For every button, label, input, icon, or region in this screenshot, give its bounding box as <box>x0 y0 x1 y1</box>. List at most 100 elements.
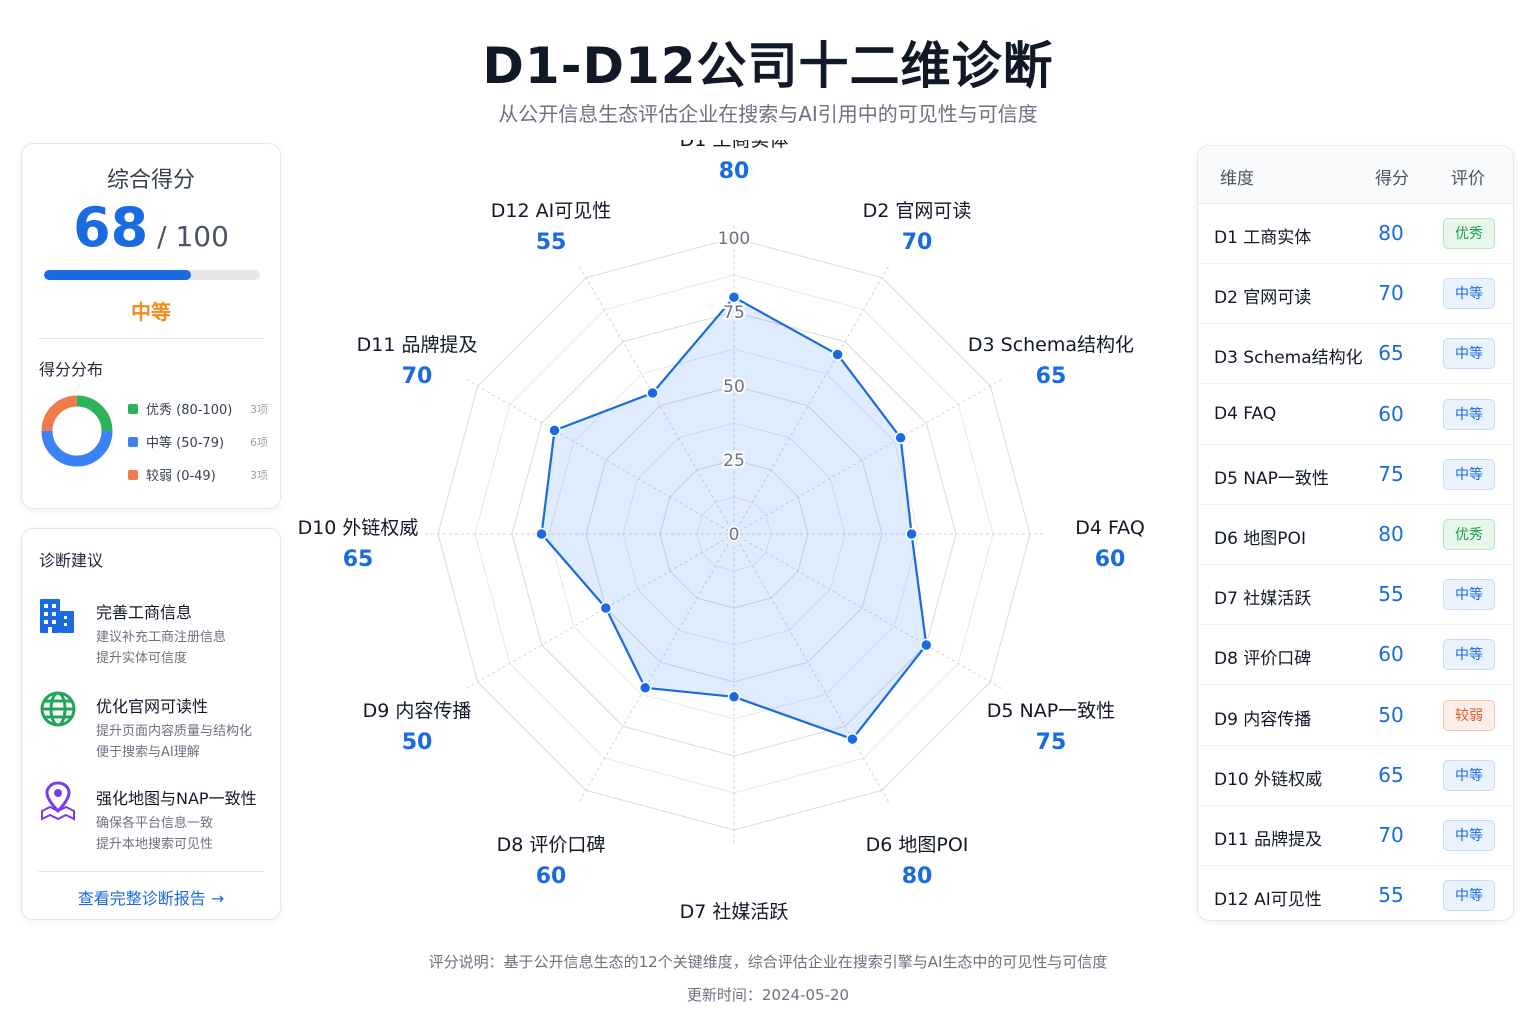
table-row: D4 FAQ 60 中等 <box>1198 385 1513 445</box>
radar-point <box>905 527 918 541</box>
radar-axis-label: D3 Schema结构化 <box>968 334 1134 356</box>
building-icon <box>40 599 74 633</box>
radar-value-label: 80 <box>719 159 750 184</box>
advice-desc-line: 建议补充工商注册信息 <box>96 630 227 645</box>
radar-point <box>638 681 652 695</box>
row-dimension: D3 Schema结构化 <box>1214 348 1363 369</box>
radar-spoke <box>578 533 735 804</box>
radar-axis-label: D10 外链权威 <box>298 517 419 539</box>
radar-point <box>727 290 741 304</box>
header-score: 得分 <box>1375 169 1409 189</box>
rating-badge: 中等 <box>1443 398 1495 430</box>
footer-note: 评分说明：基于公开信息生态的12个关键维度，综合评估企业在搜索引擎与AI生态中的… <box>428 953 1108 971</box>
rating-badge: 优秀 <box>1443 218 1495 249</box>
page-title: D1-D12公司十二维诊断 <box>482 37 1054 95</box>
legend-item: 中等 (50-79) 6项 <box>128 425 268 458</box>
rating-badge: 中等 <box>1443 278 1495 310</box>
rating-badge: 中等 <box>1443 880 1495 912</box>
advice-item-desc: 提升页面内容质量与结构化 便于搜索与AI理解 <box>96 721 252 763</box>
score-progress-bar <box>44 270 260 280</box>
distribution-donut <box>41 395 113 467</box>
legend-item: 优秀 (80-100) 3项 <box>128 392 268 425</box>
radar-point <box>920 638 933 652</box>
radar-axis-label: D7 社媒活跃 <box>680 901 789 923</box>
radar-point <box>894 431 907 445</box>
donut-segment <box>41 395 113 467</box>
radar-tick-label: 50 <box>723 377 745 397</box>
overall-score-card: 综合得分 68 / 100 中等 得分分布 优秀 (80-100) 3项 中等 (… <box>21 143 281 509</box>
rating-badge: 中等 <box>1443 820 1495 851</box>
score-table: 维度 得分 评价 D1 工商实体 80 优秀 D2 官网可读 70 中等 D3 Schema… <box>1197 145 1514 921</box>
legend-label: 优秀 (80-100) <box>146 403 233 418</box>
overall-score-label: 综合得分 <box>106 168 195 193</box>
row-dimension: D7 社媒活跃 <box>1214 589 1312 610</box>
table-row: D5 NAP一致性 75 中等 <box>1198 445 1513 505</box>
distribution-legend: 优秀 (80-100) 3项 中等 (50-79) 6项 较弱 (0-49) 3项 <box>128 392 268 491</box>
footer-updated: 更新时间：2024-05-20 <box>686 986 850 1004</box>
row-score: 75 <box>1378 461 1404 486</box>
radar-point <box>727 690 741 704</box>
radar-spoke <box>464 378 735 535</box>
advice-title: 诊断建议 <box>39 551 104 570</box>
row-score: 80 <box>1378 522 1404 546</box>
radar-axis-label: D1 工商实体 <box>680 140 789 151</box>
legend-label: 中等 (50-79) <box>146 436 225 451</box>
radar-tick-label: 75 <box>723 303 745 323</box>
radar-tick-label: 25 <box>723 451 745 471</box>
radar-spoke <box>733 533 890 804</box>
advice-item-title: 优化官网可读性 <box>96 697 209 716</box>
table-row: D7 社媒活跃 55 中等 <box>1198 565 1513 626</box>
advice-item-desc: 建议补充工商注册信息 提升实体可信度 <box>96 627 226 669</box>
legend-swatch <box>128 436 138 447</box>
divider <box>38 338 264 339</box>
row-score: 70 <box>1378 281 1404 306</box>
row-dimension: D12 AI可见性 <box>1214 890 1322 911</box>
legend-item: 较弱 (0-49) 3项 <box>128 458 268 491</box>
full-report-link[interactable]: 查看完整诊断报告 → <box>77 889 225 908</box>
rating-badge: 中等 <box>1443 458 1495 490</box>
header-dimension: 维度 <box>1220 169 1254 189</box>
radar-value-label: 75 <box>1036 730 1067 755</box>
legend-count: 3项 <box>250 402 268 416</box>
advice-card: 诊断建议 完善工商信息 建议补充工商注册信息 提升实体可信度 优化官网 <box>21 528 281 920</box>
radar-chart: 0 25 50 75 100 D1 工商实体 80 D2 官网可读 70 D3 Schema结构化… <box>298 140 1145 923</box>
table-row: D12 AI可见性 55 中等 <box>1198 866 1513 920</box>
legend-count: 3项 <box>250 468 268 482</box>
radar-point <box>535 527 548 541</box>
advice-item-desc: 确保各平台信息一致 提升本地搜索可见性 <box>96 813 213 855</box>
radar-value-label: 70 <box>902 230 933 255</box>
advice-desc-line: 提升本地搜索可见性 <box>96 837 214 852</box>
row-score: 70 <box>1378 823 1404 847</box>
advice-desc-line: 提升实体可信度 <box>96 651 188 666</box>
globe-icon <box>40 691 76 727</box>
page-subtitle: 从公开信息生态评估企业在搜索与AI引用中的可见性与可信度 <box>498 102 1038 126</box>
legend-count: 6项 <box>250 435 268 449</box>
radar-spoke <box>733 378 1004 535</box>
radar-value-label: 65 <box>343 547 374 572</box>
radar-grid-ring <box>585 385 883 683</box>
radar-axis-label: D8 评价口碑 <box>497 834 606 856</box>
row-dimension: D10 外链权威 <box>1214 769 1323 790</box>
advice-desc-line: 确保各平台信息一致 <box>96 816 214 831</box>
advice-item-title: 完善工商信息 <box>96 603 193 622</box>
radar-value-label: 80 <box>902 864 933 889</box>
row-dimension: D11 品牌提及 <box>1214 830 1323 850</box>
advice-item: 强化地图与NAP一致性 确保各平台信息一致 提升本地搜索可见性 <box>38 781 274 861</box>
donut-segment <box>41 395 113 467</box>
table-row: D10 外链权威 65 中等 <box>1198 746 1513 806</box>
radar-axis-label: D9 内容传播 <box>363 700 472 722</box>
legend-swatch <box>128 403 138 414</box>
rating-badge: 中等 <box>1443 639 1495 671</box>
radar-spoke <box>733 533 1004 690</box>
radar-tick-label: 100 <box>718 229 750 249</box>
overall-score-max: / 100 <box>148 220 229 253</box>
row-score: 55 <box>1378 883 1404 908</box>
table-row: D9 内容传播 50 较弱 <box>1198 686 1513 746</box>
row-score: 60 <box>1378 401 1404 426</box>
table-row: D11 品牌提及 70 中等 <box>1198 806 1513 866</box>
table-row: D2 官网可读 70 中等 <box>1198 264 1513 325</box>
table-row: D6 地图POI 80 优秀 <box>1198 505 1513 565</box>
row-dimension: D4 FAQ <box>1214 403 1277 424</box>
rating-badge: 中等 <box>1443 579 1495 611</box>
radar-spoke <box>733 264 890 535</box>
